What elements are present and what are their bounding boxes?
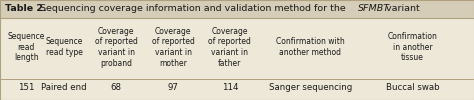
Text: Sanger sequencing: Sanger sequencing xyxy=(269,83,352,92)
Text: Sequencing coverage information and validation method for the: Sequencing coverage information and vali… xyxy=(34,4,349,13)
Text: 114: 114 xyxy=(222,83,238,92)
Text: 151: 151 xyxy=(18,83,34,92)
Text: Confirmation with
another method: Confirmation with another method xyxy=(276,37,345,57)
Bar xyxy=(0,0,474,18)
Text: Sequence
read type: Sequence read type xyxy=(46,37,82,57)
Text: SFMBT: SFMBT xyxy=(358,4,390,13)
Text: 97: 97 xyxy=(168,83,178,92)
Text: Table 2.: Table 2. xyxy=(5,4,46,13)
Text: Coverage
of reported
variant in
mother: Coverage of reported variant in mother xyxy=(152,27,194,68)
Text: 68: 68 xyxy=(110,83,122,92)
Text: variant: variant xyxy=(383,4,419,13)
Text: Paired end: Paired end xyxy=(41,83,87,92)
Text: Buccal swab: Buccal swab xyxy=(385,83,439,92)
Text: Coverage
of reported
variant in
proband: Coverage of reported variant in proband xyxy=(95,27,137,68)
Text: Coverage
of reported
variant in
father: Coverage of reported variant in father xyxy=(209,27,251,68)
Text: Sequence
read
length: Sequence read length xyxy=(8,32,45,62)
Text: Confirmation
in another
tissue: Confirmation in another tissue xyxy=(387,32,438,62)
